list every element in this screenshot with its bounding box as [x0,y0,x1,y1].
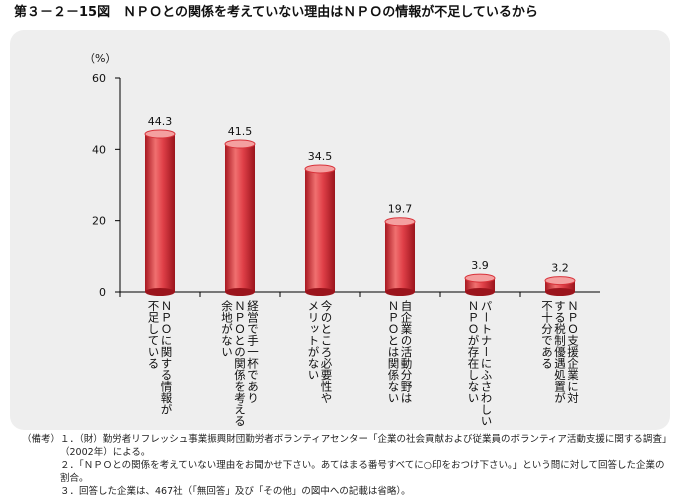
bar [145,133,175,292]
x-tick-label: 今のところ必要性や [320,299,334,403]
notes-label: （備考） [22,434,61,445]
x-tick-label: ＮＰＯに関する情報が [160,300,174,415]
bar-base [465,288,495,296]
bar [305,168,335,292]
chart-title: 第３－２－15図 ＮＰＯとの関係を考えていない理由はＮＰＯの情報が不足しているか… [14,4,538,20]
x-tick-label: 経営で手一杯であり [246,300,260,404]
x-tick-label: 余地がない [220,299,234,357]
value-label: 19.7 [388,203,413,216]
bar-base [545,288,575,296]
value-label: 3.2 [551,262,569,275]
bar-base [385,288,415,296]
notes-items: １．（財）勤労者リフレッシュ事業振興財団勤労者ボランティアセンター「企業の社会貢… [60,433,672,498]
bar-base [225,288,255,296]
unit-label: （%） [84,52,116,65]
x-tick-label: メリットがない [307,300,321,381]
y-tick-label: 20 [92,215,106,228]
bar-top [144,129,176,139]
bar [225,143,255,292]
value-label: 41.5 [228,125,253,138]
bar-top [224,139,256,149]
note: ３．回答した企業は、467社（「無回答」及び「その他」の図中への記載は省略）。 [60,486,411,497]
x-tick-label: 自企業の活動分野は [400,300,414,404]
note: １．（財）勤労者リフレッシュ事業振興財団勤労者ボランティアセンター「企業の社会貢… [60,434,672,458]
x-tick-label: 不十分である [540,300,554,369]
x-tick-label: ＮＰＯとの関係を考える [233,300,247,427]
bar-top [464,273,496,283]
bar-top [304,164,336,174]
x-tick-label: ＮＰＯ支援企業に対 [566,300,580,404]
y-tick-label: 0 [99,286,106,299]
bar [385,221,415,292]
bar [545,280,575,292]
x-tick-label: ＮＰＯが存在しない [467,300,481,404]
bar-base [145,288,175,296]
y-tick-label: 40 [92,143,106,156]
x-tick-label: する税制優遇処置が [553,300,567,404]
bar-base [305,288,335,296]
notes: （備考） １．（財）勤労者リフレッシュ事業振興財団勤労者ボランティアセンター「企… [22,433,672,498]
x-tick-label: 不足している [147,300,161,369]
value-label: 44.3 [148,115,173,128]
chart: 第３－２－15図 ＮＰＯとの関係を考えていない理由はＮＰＯの情報が不足しているか… [10,4,670,430]
x-tick-label: ＮＰＯとは関係ない [387,300,401,404]
x-tick-label: パートナーにふさわしい [480,300,494,427]
bar-top [384,217,416,227]
note: ２．「ＮＰＯとの関係を考えていない理由をお聞かせ下さい。あてはまる番号すべてに○… [60,460,665,484]
value-label: 34.5 [308,150,333,163]
panel [10,30,670,430]
bar-top [544,276,576,286]
value-label: 3.9 [471,259,489,272]
y-tick-label: 60 [92,72,106,85]
